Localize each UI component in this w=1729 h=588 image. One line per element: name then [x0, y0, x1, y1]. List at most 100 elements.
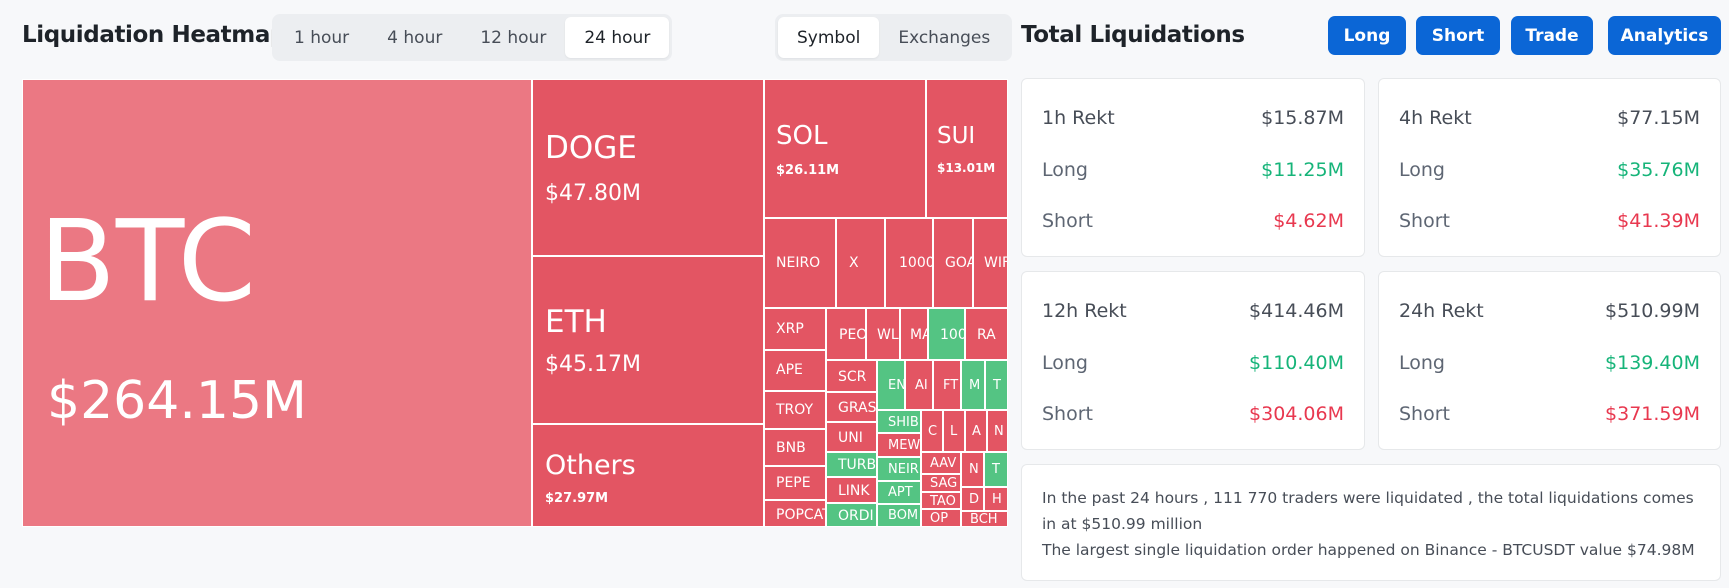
tab-24-hour[interactable]: 24 hour: [565, 17, 670, 58]
tile-symbol: N: [994, 424, 1004, 439]
heatmap-tile-ra[interactable]: RA: [965, 308, 1008, 360]
heatmap-tile-sag[interactable]: SAG: [921, 474, 961, 492]
heatmap-tile-en[interactable]: EN: [877, 360, 905, 410]
heatmap-tile-others[interactable]: Others $27.97M: [532, 424, 764, 527]
heatmap-tile-troy[interactable]: TROY: [764, 391, 826, 429]
stat-card-12h: 12h Rekt $414.46M Long $110.40M Short $304.…: [1021, 271, 1365, 450]
heatmap-tile-l[interactable]: L: [943, 410, 965, 452]
heatmap-tile-uni[interactable]: UNI: [826, 422, 877, 452]
tile-symbol: N: [969, 462, 979, 477]
tile-symbol: SOL: [776, 121, 828, 151]
heatmap-tile-eth[interactable]: ETH $45.17M: [532, 256, 764, 424]
tab-exchanges[interactable]: Exchanges: [898, 27, 991, 48]
tile-symbol: RA: [977, 327, 996, 343]
heatmap-tile-grass[interactable]: GRASS: [826, 392, 877, 422]
heatmap-tile-a[interactable]: A: [965, 410, 987, 452]
long-label: Long: [1399, 352, 1445, 374]
tab-symbol[interactable]: Symbol: [778, 17, 880, 58]
tile-symbol: POPCAT: [776, 507, 826, 523]
tile-symbol: WL: [877, 327, 899, 343]
heatmap-tile-ma[interactable]: MA: [900, 308, 928, 360]
tile-symbol: Others: [545, 450, 636, 481]
total-liquidations-title: Total Liquidations: [1021, 22, 1245, 48]
tab-1-hour[interactable]: 1 hour: [294, 27, 350, 48]
tile-symbol: X: [849, 255, 859, 271]
short-label: Short: [1399, 210, 1450, 232]
heatmap-tile-aave[interactable]: AAV: [921, 452, 961, 474]
heatmap-tile-xrp[interactable]: XRP: [764, 308, 826, 350]
tile-symbol: A: [972, 424, 981, 439]
tab-4-hour[interactable]: 4 hour: [387, 27, 443, 48]
card-title: 4h Rekt: [1399, 107, 1472, 129]
heatmap-tile-1000[interactable]: 1000: [885, 218, 933, 308]
analytics-button[interactable]: Analytics: [1608, 16, 1721, 55]
heatmap-tile-shib[interactable]: SHIB: [877, 410, 921, 433]
heatmap-tile-x[interactable]: X: [836, 218, 885, 308]
long-value: $35.76M: [1617, 159, 1700, 181]
heatmap-tile-op[interactable]: OP: [921, 509, 961, 527]
heatmap-tile-link[interactable]: LINK: [826, 477, 877, 503]
heatmap-tile-n2[interactable]: N: [961, 452, 984, 487]
tile-symbol: WIF: [984, 255, 1008, 271]
card-total: $510.99M: [1605, 300, 1700, 322]
heatmap-tile-c[interactable]: C: [921, 410, 943, 452]
heatmap-tile-ordi[interactable]: ORDI: [826, 503, 877, 527]
heatmap-tile-neir[interactable]: NEIR: [877, 457, 921, 481]
tile-symbol: SCR: [838, 369, 867, 385]
heatmap-tile-d[interactable]: D: [961, 487, 984, 511]
tile-value: $13.01M: [937, 161, 996, 175]
heatmap-tile-neiro[interactable]: NEIRO: [764, 218, 836, 308]
heatmap-tile-ape[interactable]: APE: [764, 350, 826, 391]
tile-symbol: FT: [943, 378, 959, 393]
trade-button[interactable]: Trade: [1511, 16, 1593, 55]
tile-symbol: PEO: [839, 327, 866, 343]
tile-symbol: NEIRO: [776, 255, 821, 271]
tile-value: $45.17M: [545, 352, 641, 377]
heatmap-tile-scr[interactable]: SCR: [826, 360, 877, 392]
heatmap-tile-h[interactable]: H: [984, 487, 1008, 511]
heatmap-tile-100[interactable]: 100: [928, 308, 965, 360]
tile-symbol: AAV: [930, 456, 957, 471]
heatmap-tile-sol[interactable]: SOL $26.11M: [764, 79, 926, 218]
tile-symbol: 100: [940, 327, 965, 343]
tile-value: $264.15M: [47, 371, 307, 431]
heatmap-tile-ai[interactable]: AI: [905, 360, 933, 410]
tab-12-hour[interactable]: 12 hour: [480, 27, 547, 48]
tile-value: $47.80M: [545, 181, 641, 206]
heatmap-tile-tao[interactable]: TAO: [921, 492, 961, 509]
tile-symbol: DOGE: [545, 130, 637, 166]
heatmap-tile-bnb[interactable]: BNB: [764, 429, 826, 466]
heatmap-tile-sui[interactable]: SUI $13.01M: [926, 79, 1008, 218]
tile-symbol: BNB: [776, 440, 806, 456]
long-button[interactable]: Long: [1328, 16, 1406, 55]
heatmap-tile-t[interactable]: T: [985, 360, 1008, 410]
heatmap-tile-pepe[interactable]: PEPE: [764, 466, 826, 500]
heatmap-tile-m[interactable]: M: [961, 360, 985, 410]
tile-symbol: TAO: [930, 494, 956, 509]
heatmap-tile-t2[interactable]: T: [984, 452, 1008, 487]
heatmap-tile-doge[interactable]: DOGE $47.80M: [532, 79, 764, 256]
heatmap-tile-turbo[interactable]: TURBO: [826, 452, 877, 477]
heatmap-tile-popcat[interactable]: POPCAT: [764, 500, 826, 527]
tile-symbol: BTC: [39, 197, 256, 327]
heatmap-tile-goa[interactable]: GOA: [933, 218, 973, 308]
tile-symbol: TURBO: [838, 457, 876, 473]
heatmap-tile-apt[interactable]: APT: [877, 481, 921, 504]
tile-symbol: PEPE: [776, 475, 811, 491]
heatmap-tile-btc[interactable]: BTC $264.15M: [22, 79, 532, 527]
tile-symbol: OP: [930, 511, 949, 526]
long-label: Long: [1042, 159, 1088, 181]
heatmap-tile-wl[interactable]: WL: [866, 308, 900, 360]
short-button[interactable]: Short: [1416, 16, 1500, 55]
heatmap-tile-n[interactable]: N: [987, 410, 1008, 452]
tile-symbol: C: [928, 424, 938, 439]
tile-symbol: SUI: [937, 123, 976, 149]
heatmap-tile-bom[interactable]: BOM: [877, 504, 921, 527]
card-total: $15.87M: [1261, 107, 1344, 129]
heatmap-tile-ft[interactable]: FT: [933, 360, 961, 410]
heatmap-tile-mew[interactable]: MEW: [877, 433, 921, 457]
tile-symbol: EN: [888, 378, 905, 393]
heatmap-tile-wif[interactable]: WIF: [973, 218, 1008, 308]
heatmap-tile-bch[interactable]: BCH: [961, 511, 1008, 527]
heatmap-tile-peo[interactable]: PEO: [826, 308, 866, 360]
